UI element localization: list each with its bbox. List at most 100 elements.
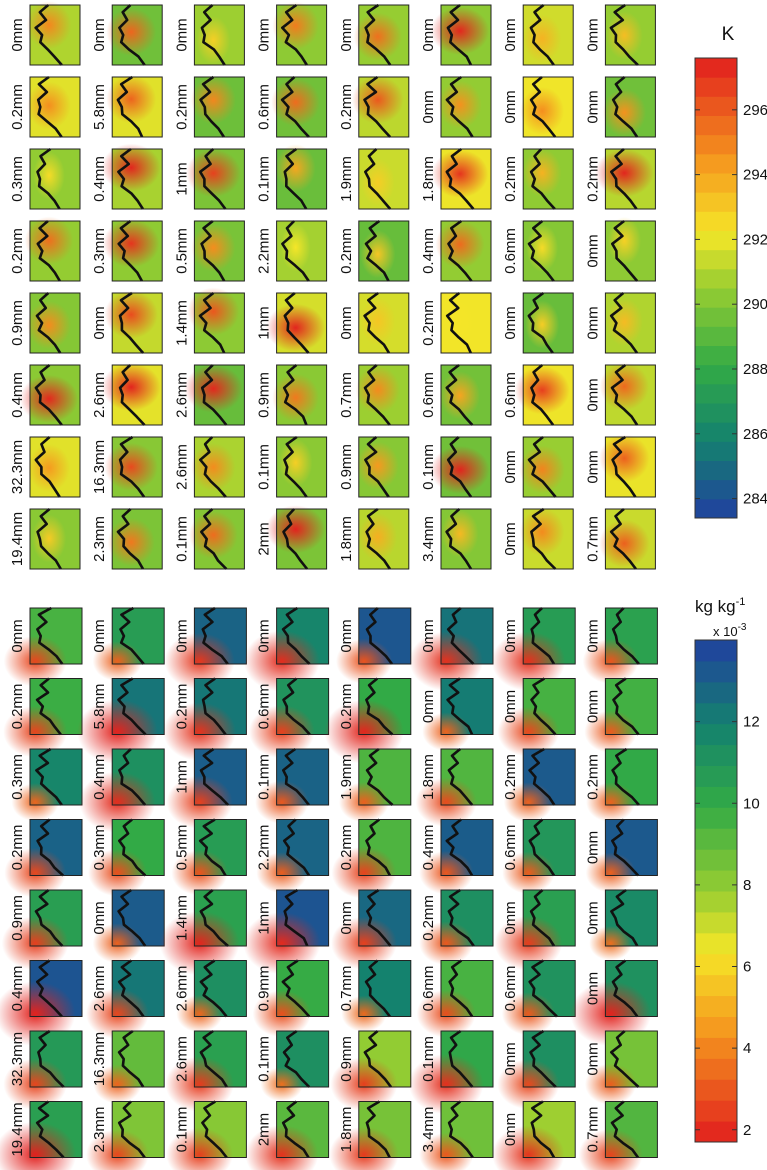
- panel-label: 0mm: [584, 378, 601, 411]
- panel-frame: [193, 1030, 247, 1088]
- coastline: [529, 889, 556, 947]
- panel-frame: [604, 220, 656, 282]
- panel-blob: [438, 80, 482, 129]
- panel-label: 0.2mm: [173, 684, 190, 730]
- map-panel: [272, 363, 328, 426]
- colorbar-tick-label: 296: [743, 102, 767, 119]
- panel-blob: [520, 86, 565, 135]
- map-panel: [3, 606, 83, 687]
- map-panel: [11, 747, 83, 822]
- panel-frame: [358, 508, 410, 570]
- coastline: [611, 219, 639, 282]
- panel-frame: [276, 607, 330, 665]
- map-panel: [324, 677, 412, 764]
- panel-label: 0mm: [91, 306, 108, 339]
- panel-label: 0.2mm: [173, 84, 190, 130]
- panel-blob: [503, 782, 554, 823]
- panel-blob: [189, 511, 238, 560]
- coastline: [117, 1029, 145, 1088]
- panel-blob: [324, 699, 404, 764]
- map-panel: [435, 219, 492, 282]
- colorbar-tick-label: 10: [743, 795, 760, 812]
- map-panel: [582, 607, 658, 684]
- map-panel: [522, 291, 574, 354]
- panel-label: 0.3mm: [9, 156, 26, 202]
- coastline: [35, 747, 63, 806]
- panel-blob: [86, 1129, 149, 1170]
- panel-frame: [522, 148, 574, 210]
- colorbar-tick-label: 290: [743, 296, 767, 313]
- map-panel: [171, 818, 247, 896]
- panel-frame: [522, 436, 574, 498]
- panel-label: 0.9mm: [9, 300, 26, 346]
- colorbar-step: [695, 995, 737, 1017]
- panel-blob: [494, 915, 563, 971]
- panel-frame: [29, 748, 83, 806]
- map-panel: [107, 508, 163, 570]
- panel-frame: [440, 148, 492, 210]
- panel-frame: [358, 292, 410, 354]
- coastline: [610, 1030, 640, 1088]
- panel-frame: [358, 76, 410, 138]
- panel-label: 0.2mm: [338, 84, 355, 130]
- colorbar-step: [695, 765, 737, 787]
- panel-frame: [522, 4, 574, 66]
- coastline: [365, 1100, 391, 1159]
- panel-blob: [422, 712, 471, 752]
- colorbar-step: [695, 364, 737, 385]
- panel-frame: [276, 1101, 330, 1158]
- panel-blob: [519, 445, 565, 494]
- panel-label: 0mm: [584, 1042, 601, 1075]
- map-panel: [409, 607, 494, 691]
- panel-frame: [276, 148, 328, 210]
- panel-blob: [77, 699, 158, 765]
- panel-label: 0mm: [338, 901, 355, 934]
- map-panel: [28, 436, 81, 498]
- panel-frame: [29, 292, 81, 354]
- panel-frame: [193, 889, 247, 947]
- panel-label: 0.1mm: [256, 1036, 273, 1082]
- map-panel: [187, 287, 245, 354]
- panel-label: 0.4mm: [420, 228, 437, 274]
- map-panel: [358, 507, 410, 570]
- panel-frame: [193, 819, 247, 876]
- panel-blob: [163, 702, 236, 762]
- colorbar-tick-label: 2: [743, 1122, 751, 1139]
- coastline: [199, 436, 227, 498]
- panel-frame: [604, 364, 656, 426]
- map-panel: [514, 364, 574, 426]
- map-panel: [602, 75, 656, 138]
- panel-frame: [29, 148, 81, 210]
- panel-frame: [276, 220, 328, 282]
- panel-frame: [440, 1030, 494, 1088]
- coastline: [199, 75, 225, 138]
- coastline: [198, 291, 226, 354]
- panel-blob: [3, 635, 67, 687]
- panel-label: 0mm: [420, 90, 437, 123]
- panel-label: 0mm: [502, 901, 519, 934]
- coastline: [446, 436, 473, 498]
- panel-label: 0.7mm: [338, 966, 355, 1012]
- colorbar-tick-label: 4: [743, 1040, 751, 1057]
- panel-label: 0.6mm: [256, 84, 273, 130]
- panel-blob: [278, 438, 313, 487]
- panel-blob: [11, 783, 59, 822]
- panel-blob: [341, 995, 387, 1032]
- coastline: [199, 1029, 228, 1088]
- panel-frame: [111, 76, 163, 138]
- panel-blob: [245, 1125, 319, 1170]
- colorbar-step: [695, 307, 737, 327]
- coastline: [448, 1029, 474, 1088]
- panel-blob: [409, 631, 483, 691]
- panel-label: 0.9mm: [9, 895, 26, 941]
- coastline: [365, 677, 394, 736]
- colorbar-step: [695, 153, 737, 174]
- panel-label: 0.4mm: [91, 156, 108, 202]
- panel-frame: [358, 1030, 412, 1088]
- panel-blob: [430, 445, 490, 494]
- coastline: [445, 508, 473, 570]
- panel-label: 0mm: [173, 619, 190, 652]
- coastline: [201, 1100, 228, 1159]
- map-panel: [358, 219, 410, 282]
- panel-frame: [111, 819, 165, 876]
